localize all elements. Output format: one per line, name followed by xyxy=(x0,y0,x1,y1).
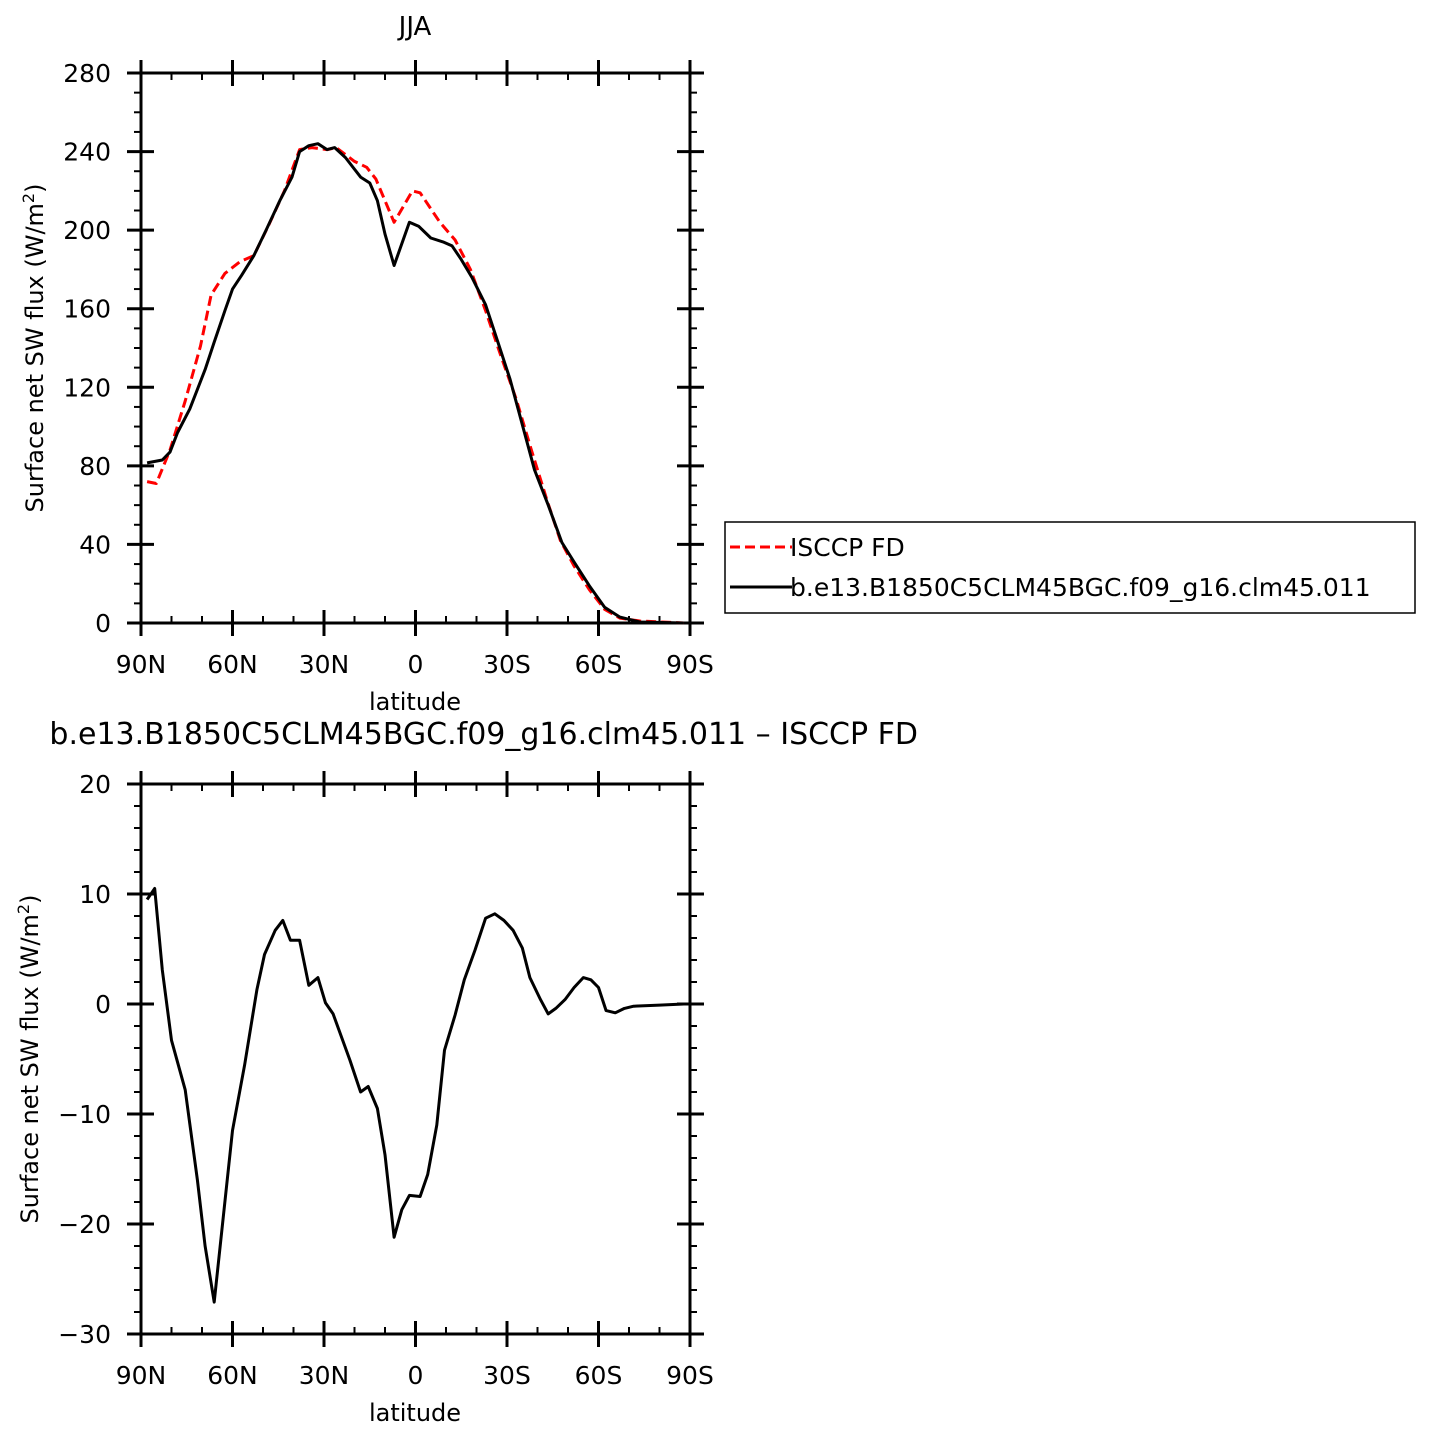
y-tick-label: −10 xyxy=(58,1100,111,1129)
x-tick-label: 30N xyxy=(299,1361,350,1390)
y-tick-label: −20 xyxy=(58,1210,111,1239)
y-tick-label: 80 xyxy=(79,452,111,481)
bottom-y-axis-label: Surface net SW flux (W/m2) xyxy=(14,895,44,1224)
bottom-plot: 90N 60N 30N 0 30S 60S 90S −30 −20 −10 0 10 20 xyxy=(58,770,714,1390)
top-chart-title: JJA xyxy=(397,12,432,42)
x-tick-label: 90S xyxy=(666,1361,714,1390)
legend-label-model: b.e13.B1850C5CLM45BGC.f09_g16.clm45.011 xyxy=(790,573,1371,602)
x-tick-label: 90S xyxy=(666,650,714,679)
x-tick-label: 30S xyxy=(483,1361,531,1390)
y-tick-label: 240 xyxy=(63,138,111,167)
series-line-difference xyxy=(145,887,684,1304)
x-tick-label: 0 xyxy=(408,1361,424,1390)
bottom-x-axis-label: latitude xyxy=(369,1399,461,1427)
top-x-axis-label: latitude xyxy=(369,688,461,716)
x-tick-label: 30S xyxy=(483,650,531,679)
x-tick-label: 0 xyxy=(408,650,424,679)
y-tick-label: 0 xyxy=(95,990,111,1019)
legend-label-isccp: ISCCP FD xyxy=(790,533,905,562)
top-plot: 90N 60N 30N 0 30S 60S 90S 0 40 80 120 160 200 240 280 xyxy=(63,59,714,679)
x-tick-label: 90N xyxy=(116,1361,167,1390)
series-line-model xyxy=(146,142,684,625)
plot-frame xyxy=(139,71,692,625)
plot-frame xyxy=(139,782,692,1336)
y-tick-label: 20 xyxy=(79,770,111,799)
x-tick-label: 30N xyxy=(299,650,350,679)
x-tick-label: 60N xyxy=(207,650,258,679)
y-tick-label: −30 xyxy=(58,1320,111,1349)
series-line-isccp xyxy=(146,146,684,625)
y-tick-label: 280 xyxy=(63,59,111,88)
x-tick-label: 60N xyxy=(207,1361,258,1390)
y-tick-label: 160 xyxy=(63,295,111,324)
x-tick-label: 60S xyxy=(575,650,623,679)
x-tick-label: 60S xyxy=(575,1361,623,1390)
y-tick-label: 0 xyxy=(95,609,111,638)
bottom-chart-title: b.e13.B1850C5CLM45BGC.f09_g16.clm45.011 … xyxy=(49,717,918,752)
top-y-axis-label: Surface net SW flux (W/m2) xyxy=(19,184,49,513)
y-tick-label: 10 xyxy=(79,880,111,909)
y-tick-label: 40 xyxy=(79,530,111,559)
legend: ISCCP FD b.e13.B1850C5CLM45BGC.f09_g16.c… xyxy=(724,521,1416,614)
y-tick-label: 120 xyxy=(63,373,111,402)
x-tick-label: 90N xyxy=(116,650,167,679)
y-tick-label: 200 xyxy=(63,216,111,245)
